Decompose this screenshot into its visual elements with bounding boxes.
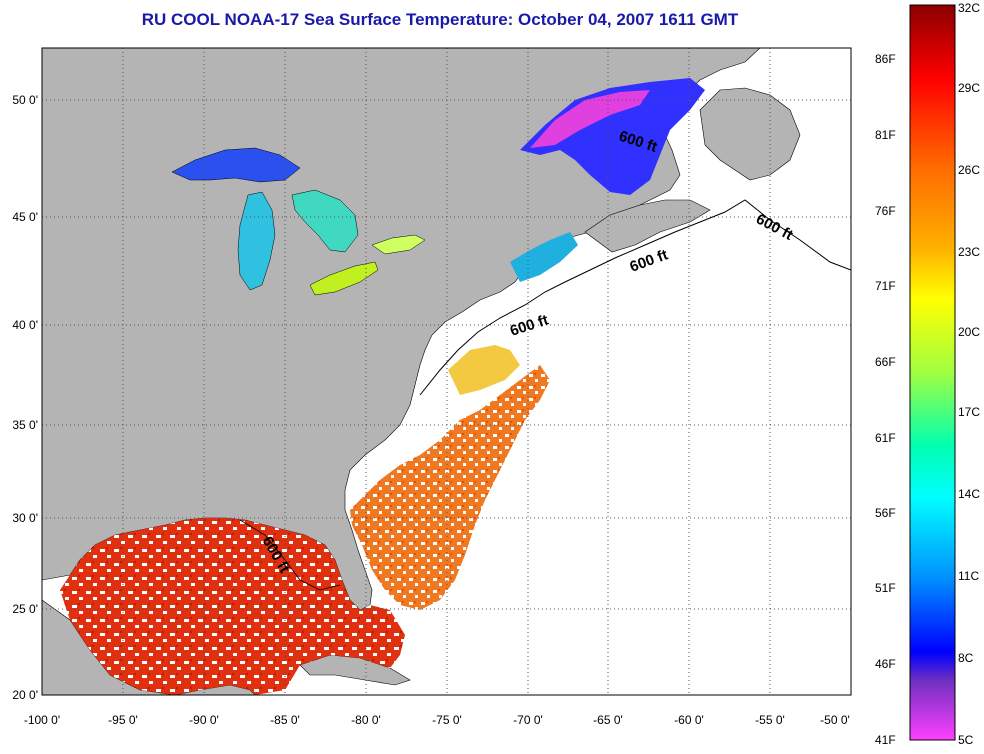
longitude-axis: -100 0' -95 0' -90 0' -85 0' -80 0' -75 … <box>24 713 850 727</box>
cb-c-label: 14C <box>958 487 980 501</box>
cb-f-label: 81F <box>875 128 896 142</box>
lon-tick-label: -80 0' <box>351 713 381 727</box>
sst-gulf-of-maine <box>510 232 578 282</box>
lon-tick-label: -100 0' <box>24 713 60 727</box>
lon-tick-label: -90 0' <box>189 713 219 727</box>
cb-f-label: 71F <box>875 279 896 293</box>
lon-tick-label: -70 0' <box>513 713 543 727</box>
cb-f-label: 61F <box>875 431 896 445</box>
lon-tick-label: -95 0' <box>108 713 138 727</box>
cb-f-label: 46F <box>875 657 896 671</box>
lat-tick-label: 30 0' <box>12 511 38 525</box>
lat-tick-label: 20 0' <box>12 688 38 702</box>
lon-tick-label: -85 0' <box>270 713 300 727</box>
lat-tick-label: 35 0' <box>12 418 38 432</box>
isobath-600ft-gulf <box>239 519 341 591</box>
sst-gulf-of-mexico <box>60 518 405 695</box>
cb-c-label: 20C <box>958 325 980 339</box>
cb-c-label: 23C <box>958 245 980 259</box>
lon-tick-label: -55 0' <box>755 713 785 727</box>
color-bar: 86F 81F 76F 71F 66F 61F 56F 51F 46F 41F … <box>875 1 980 747</box>
lat-tick-label: 45 0' <box>12 210 38 224</box>
lat-tick-label: 25 0' <box>12 602 38 616</box>
lon-tick-label: -65 0' <box>593 713 623 727</box>
cb-c-label: 32C <box>958 1 980 15</box>
cb-c-label: 8C <box>958 651 974 665</box>
sst-st-lawrence-estuary <box>530 90 650 148</box>
latitude-axis: 50 0' 45 0' 40 0' 35 0' 30 0' 25 0' 20 0… <box>12 93 38 702</box>
lon-tick-label: -75 0' <box>432 713 462 727</box>
lake-huron <box>291 189 359 253</box>
cb-f-label: 66F <box>875 355 896 369</box>
land-newfoundland <box>699 87 801 181</box>
lake-erie <box>309 261 379 296</box>
cb-f-label: 76F <box>875 204 896 218</box>
lon-tick-label: -60 0' <box>674 713 704 727</box>
lat-tick-label: 40 0' <box>12 318 38 332</box>
lat-tick-label: 50 0' <box>12 93 38 107</box>
cb-f-label: 41F <box>875 733 896 747</box>
cb-f-label: 86F <box>875 52 896 66</box>
cb-f-label: 51F <box>875 581 896 595</box>
plot-frame <box>41 47 852 696</box>
graticule <box>42 48 851 695</box>
cb-f-label: 56F <box>875 506 896 520</box>
lake-michigan <box>237 191 276 291</box>
lake-superior <box>171 147 301 183</box>
lon-tick-label: -50 0' <box>820 713 850 727</box>
color-bar-gradient <box>909 4 956 741</box>
sst-atlantic-mid <box>448 345 520 395</box>
sst-atlantic-south <box>350 365 550 610</box>
map-title: RU COOL NOAA-17 Sea Surface Temperature:… <box>141 10 739 29</box>
cb-c-label: 29C <box>958 81 980 95</box>
cb-c-label: 5C <box>958 733 974 747</box>
cb-c-label: 26C <box>958 163 980 177</box>
cb-c-label: 17C <box>958 405 980 419</box>
land-nova-scotia <box>584 199 711 253</box>
lake-ontario <box>371 234 426 255</box>
cb-c-label: 11C <box>958 569 979 583</box>
sst-gulf-st-lawrence <box>520 78 705 195</box>
